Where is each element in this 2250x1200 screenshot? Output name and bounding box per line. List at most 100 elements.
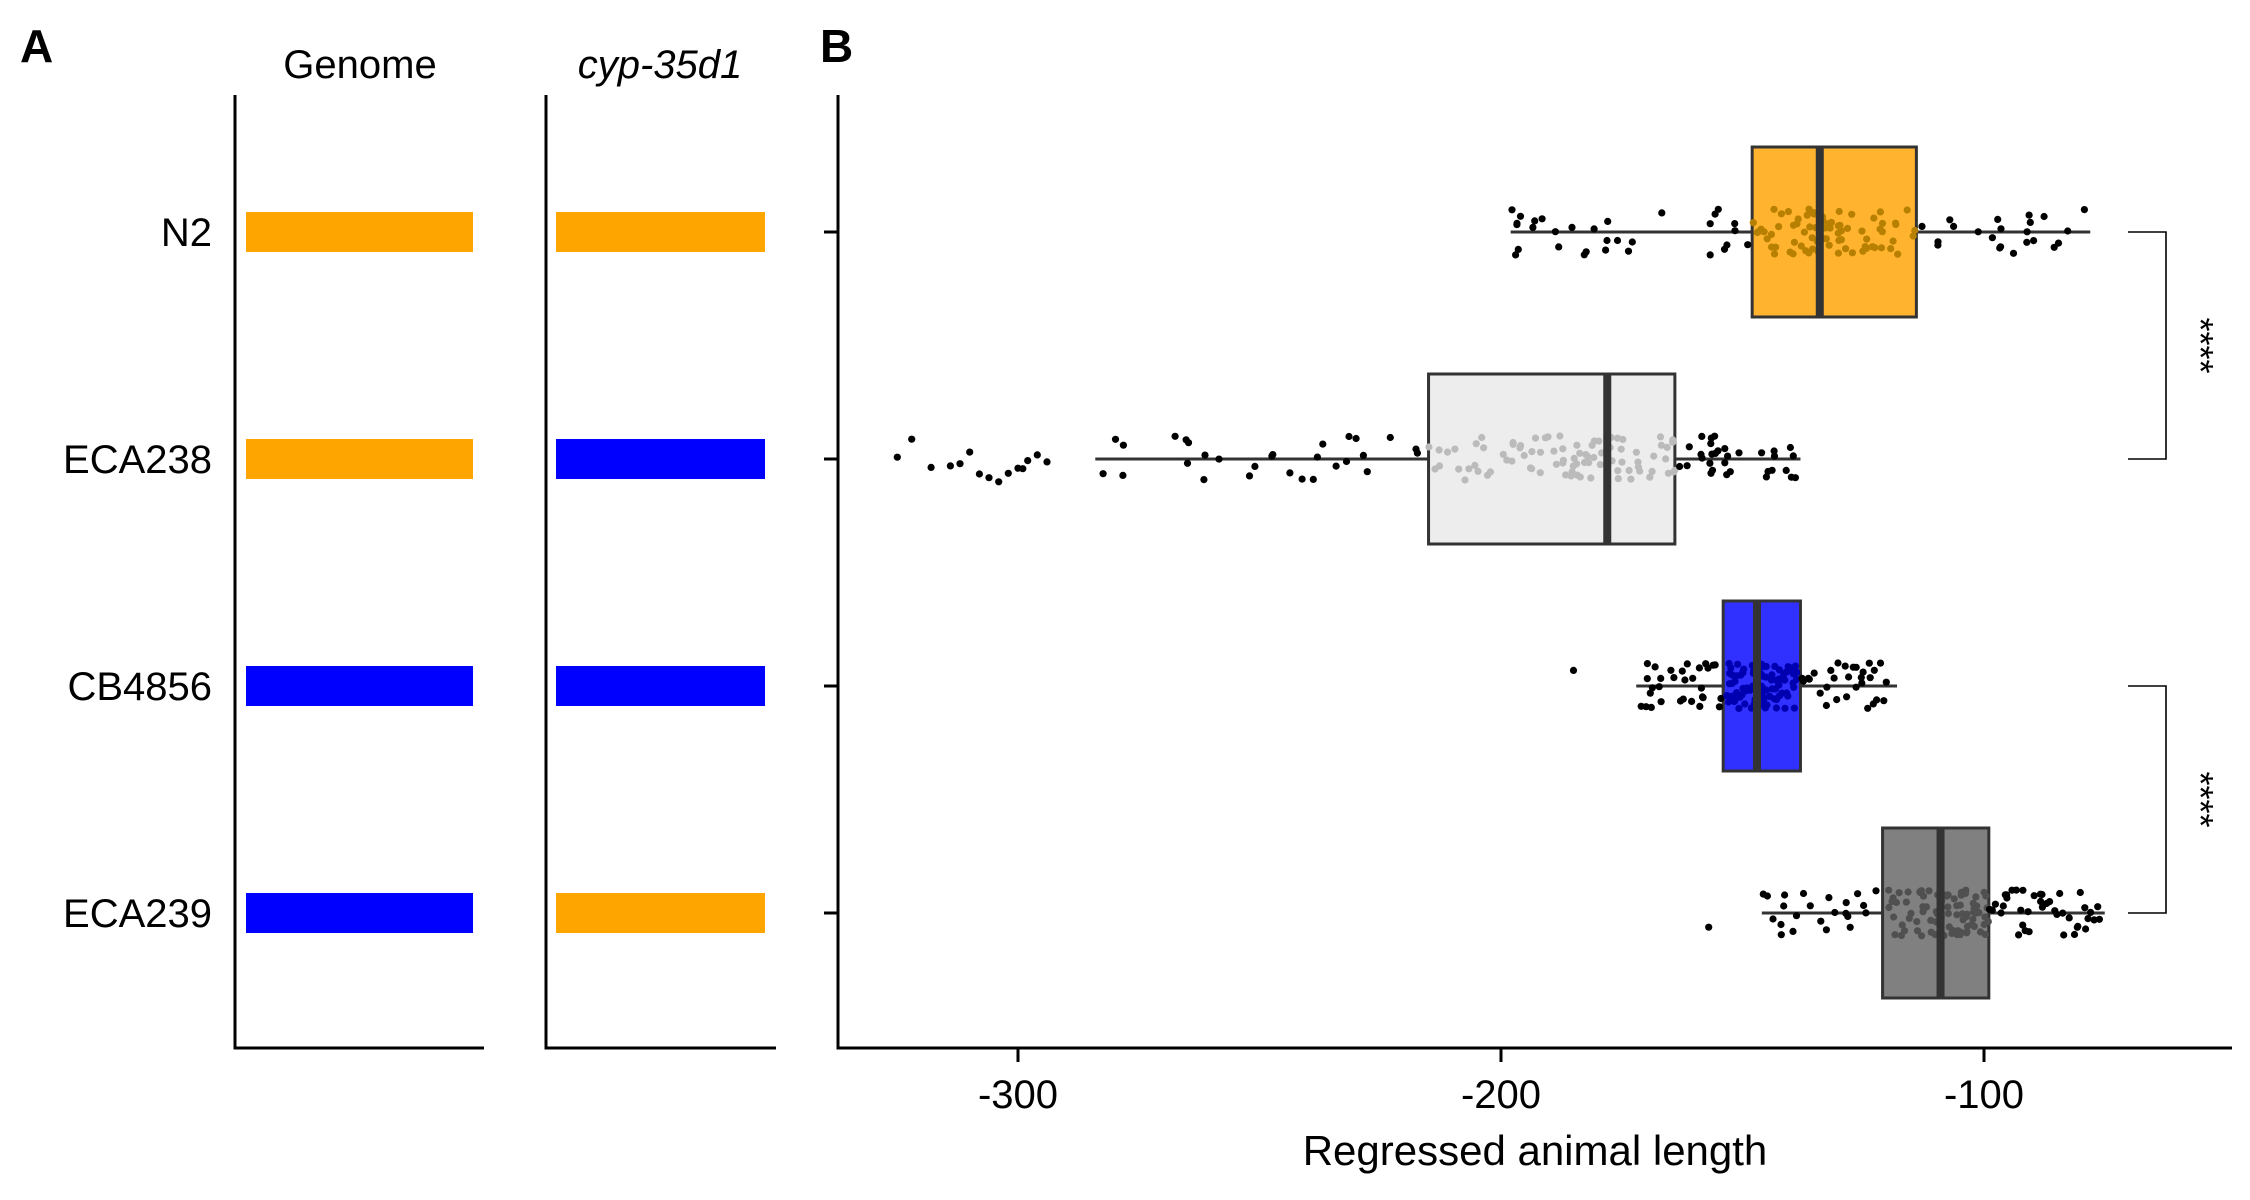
data-point [1245, 472, 1254, 480]
data-point [1679, 695, 1687, 703]
box-n2 [1508, 145, 2091, 319]
data-point [1251, 462, 1259, 470]
x-axis-ticks: -300 -200 -100 [978, 1048, 2024, 1117]
data-point [1817, 917, 1825, 925]
outlier-point [893, 453, 901, 461]
data-point [1763, 235, 1771, 243]
data-point [1768, 685, 1776, 693]
data-point [1902, 898, 1910, 906]
strain-labels: N2 ECA238 CB4856 ECA239 [63, 211, 212, 936]
data-point [1913, 918, 1921, 926]
data-point [1584, 452, 1592, 460]
data-point [1628, 238, 1636, 246]
data-point [1842, 899, 1850, 907]
data-point [1744, 241, 1752, 249]
data-point [1798, 674, 1806, 682]
data-point [1286, 469, 1294, 477]
data-point [1950, 895, 1958, 903]
data-point [1887, 245, 1895, 253]
data-point [1313, 453, 1321, 461]
data-point [1737, 671, 1745, 679]
data-point [1759, 890, 1767, 898]
data-point [2030, 237, 2038, 245]
data-point [1768, 466, 1776, 474]
cyp35d1-bar-cb4856 [556, 666, 765, 706]
data-point [1119, 441, 1127, 449]
data-point [1648, 684, 1656, 692]
data-point [1859, 247, 1867, 255]
data-point [1184, 439, 1193, 447]
data-point [1728, 671, 1736, 679]
strain-label-cb4856: CB4856 [67, 665, 212, 709]
data-point [1708, 466, 1717, 474]
data-point [2084, 915, 2092, 923]
data-point [1544, 433, 1552, 441]
data-point [1927, 916, 1935, 925]
data-point [1536, 469, 1544, 477]
data-point [1892, 898, 1900, 907]
data-point [1474, 467, 1482, 475]
data-point [1988, 234, 1996, 242]
data-point [1613, 434, 1622, 442]
data-point [1508, 206, 1516, 214]
data-point [1822, 701, 1830, 710]
data-point [1614, 467, 1622, 475]
data-point [1922, 903, 1931, 911]
data-point [1953, 911, 1961, 919]
data-point [1963, 910, 1971, 918]
data-point [1590, 225, 1598, 233]
data-point [1980, 888, 1988, 897]
data-point [1845, 673, 1853, 681]
data-point [2054, 239, 2063, 247]
data-point [1663, 443, 1671, 451]
data-point [1749, 219, 1757, 227]
data-point [2025, 211, 2033, 219]
significance-label: **** [2180, 317, 2221, 373]
data-point [1670, 468, 1678, 476]
data-point [1786, 248, 1794, 256]
data-point [1997, 243, 2005, 251]
data-point [1917, 887, 1925, 895]
data-point [2008, 886, 2016, 894]
strain-label-n2: N2 [161, 211, 212, 255]
data-point [1803, 211, 1811, 219]
data-point [2009, 249, 2018, 257]
data-point [1789, 221, 1798, 229]
points-cb4856 [1569, 659, 1890, 713]
data-point [1822, 926, 1830, 934]
data-point [1556, 432, 1564, 440]
data-point [1905, 914, 1913, 923]
data-point [1848, 210, 1856, 218]
data-point [2073, 923, 2081, 931]
data-point [1698, 432, 1706, 440]
data-point [1514, 245, 1522, 253]
data-point [1697, 684, 1705, 692]
data-point [1604, 217, 1612, 225]
data-point [1412, 445, 1420, 453]
data-point [1461, 476, 1469, 484]
data-point [1625, 466, 1633, 474]
outlier-point [1705, 923, 1713, 931]
box-eca239 [1705, 826, 2105, 1000]
outlier-point [1024, 457, 1032, 465]
data-point [1648, 467, 1656, 475]
data-point [2026, 218, 2034, 226]
data-point [1596, 461, 1604, 469]
data-point [1808, 234, 1816, 242]
data-point [1934, 241, 1942, 249]
data-point [2030, 892, 2038, 900]
cyp35d1-bar-eca238 [556, 439, 765, 479]
data-point [1727, 664, 1735, 672]
data-point [1590, 453, 1598, 462]
data-point [1562, 471, 1570, 479]
data-point [1789, 452, 1797, 460]
data-point [1834, 249, 1842, 257]
data-point [1642, 703, 1650, 711]
data-point [1319, 440, 1327, 448]
data-point [1880, 697, 1888, 705]
data-point [1345, 432, 1353, 441]
genome-column-axis [233, 95, 484, 1050]
data-point [2082, 925, 2090, 933]
data-point [1538, 215, 1546, 223]
data-point [1516, 212, 1525, 220]
